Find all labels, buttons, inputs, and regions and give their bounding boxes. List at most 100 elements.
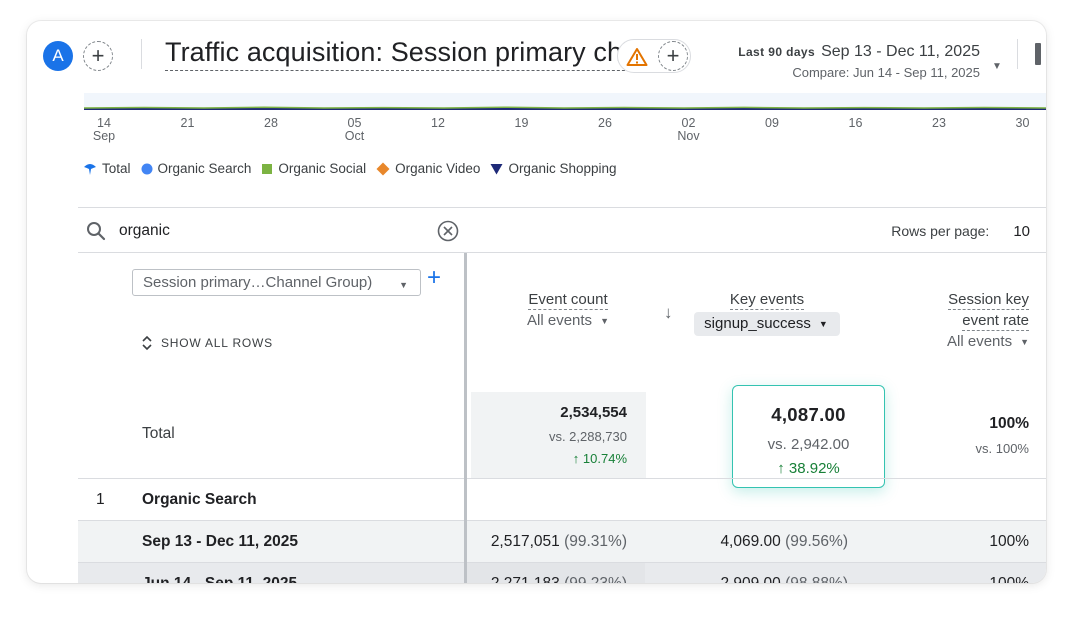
tick-day: 28	[264, 116, 278, 130]
row-key-events: 4,069.00 (99.56%)	[698, 533, 848, 551]
event-count-value: 2,517,051	[490, 533, 560, 550]
triangle-marker-icon	[490, 163, 503, 174]
table-row[interactable]: 1 Organic Search	[78, 479, 1046, 521]
key-event-select-value: signup_success	[704, 315, 811, 332]
date-dropdown-caret-icon[interactable]: ▼	[992, 61, 1002, 72]
dimension-select[interactable]: Session primary…Channel Group) ▼	[132, 269, 421, 296]
legend-item-organic-shopping[interactable]: Organic Shopping	[490, 161, 617, 176]
column-title[interactable]: Event count	[528, 291, 608, 310]
table-top-border	[78, 207, 1046, 208]
total-rate: 100%	[989, 415, 1029, 432]
legend-item-total[interactable]: Total	[83, 161, 131, 176]
column-header-event-count[interactable]: Event count All events ▼	[508, 291, 628, 329]
key-events-value: 2,909.00	[720, 575, 780, 583]
key-events-value: 4,069.00	[720, 533, 781, 550]
total-event-count-change: ↑ 10.74%	[572, 451, 627, 466]
row-key-events: 2,909.00 (98.88%)	[698, 575, 848, 583]
date-range-picker[interactable]: Last 90 days Sep 13 - Dec 11, 2025 Compar…	[738, 43, 980, 80]
page-title[interactable]: Traffic acquisition: Session primary ch.…	[165, 37, 645, 71]
tick-day: 12	[431, 116, 445, 130]
event-count-cell-shade	[467, 563, 645, 583]
table-row[interactable]: Sep 13 - Dec 11, 2025 2,517,051 (99.31%)…	[78, 521, 1046, 563]
column-title-line1[interactable]: Session key	[948, 291, 1029, 310]
event-count-pct: (99.31%)	[564, 533, 627, 550]
legend-item-organic-search[interactable]: Organic Search	[141, 161, 251, 176]
key-event-select[interactable]: signup_success ▼	[694, 312, 840, 336]
total-key-events-change: ↑ 38.92%	[777, 460, 840, 477]
x-axis-tick: 21	[168, 117, 208, 130]
report-header: A + Traffic acquisition: Session primary…	[27, 21, 1046, 93]
key-events-total-highlight: 4,087.00 vs. 2,942.00 ↑ 38.92%	[732, 385, 885, 488]
table-row[interactable]: Jun 14 - Sep 11, 2025 2,271,183 (99.23%)…	[78, 563, 1046, 583]
header-divider	[141, 39, 142, 69]
tick-day: 23	[932, 116, 946, 130]
x-axis-tick: 28	[251, 117, 291, 130]
series-line-organic-social	[84, 106, 1046, 109]
metric-filter-select[interactable]: All events ▼	[947, 333, 1029, 350]
row-event-count: 2,517,051 (99.31%)	[467, 533, 627, 551]
legend-item-organic-social[interactable]: Organic Social	[261, 161, 366, 176]
compare-range: Compare: Jun 14 - Sep 11, 2025	[792, 65, 980, 80]
table-search-bar: organic Rows per page: 10	[78, 208, 1046, 253]
metric-filter-select[interactable]: All events ▼	[508, 312, 628, 329]
total-key-events-compare: vs. 2,942.00	[767, 436, 850, 453]
x-axis-tick: 05 Oct	[335, 117, 375, 143]
row-dimension-value[interactable]: Organic Search	[142, 491, 257, 508]
tick-day: 21	[180, 116, 195, 130]
add-dimension-button[interactable]: +	[427, 264, 442, 291]
chevron-down-icon: ▼	[600, 316, 609, 327]
clear-search-icon[interactable]	[437, 220, 459, 242]
column-header-key-events[interactable]: Key events signup_success ▼	[682, 291, 852, 336]
x-axis-tick: 12	[418, 117, 458, 130]
show-all-rows-button[interactable]: SHOW ALL ROWS	[142, 335, 273, 351]
key-events-pct: (99.56%)	[785, 533, 848, 550]
tick-day: 09	[765, 116, 779, 130]
search-icon[interactable]	[86, 221, 106, 241]
row-event-count: 2,271,183 (99.23%)	[467, 575, 627, 583]
x-axis-tick: 14 Sep	[84, 117, 124, 143]
tick-day: 30	[1015, 116, 1030, 130]
tick-month: Nov	[677, 129, 700, 143]
total-rate-compare: vs. 100%	[975, 441, 1029, 456]
row-rate: 100%	[989, 533, 1029, 550]
rows-per-page-value[interactable]: 10	[1013, 223, 1030, 240]
dimension-select-value: Session primary…Channel Group)	[143, 274, 373, 291]
avatar[interactable]: A	[43, 41, 73, 71]
event-count-value: 2,271,183	[491, 575, 560, 583]
rows-per-page-label: Rows per page:	[891, 223, 990, 239]
tick-day: 26	[598, 116, 612, 130]
column-title[interactable]: Key events	[729, 291, 805, 310]
legend-label: Organic Social	[278, 161, 367, 176]
rows-per-page[interactable]: Rows per page: 10	[891, 223, 1030, 240]
row-divider	[78, 478, 1046, 479]
add-comparison-icon[interactable]: +	[83, 41, 113, 71]
row-divider	[78, 562, 1046, 563]
column-header-session-key-event-rate[interactable]: Session key event rate All events ▼	[947, 291, 1029, 350]
warning-pill[interactable]: +	[617, 39, 691, 73]
tick-day: 02	[681, 116, 696, 130]
x-axis-tick: 23	[919, 117, 959, 130]
metric-filter-value: All events	[527, 312, 593, 329]
square-marker-icon	[262, 163, 273, 174]
column-title-line2[interactable]: event rate	[962, 312, 1029, 331]
tick-day: 05	[347, 116, 362, 130]
legend-label: Organic Shopping	[508, 161, 617, 176]
row-date-range: Sep 13 - Dec 11, 2025	[142, 533, 298, 550]
search-input[interactable]: organic	[119, 222, 170, 239]
toolbar-icon-partial[interactable]	[1035, 43, 1041, 65]
total-row-label: Total	[142, 425, 175, 442]
tick-month: Sep	[92, 129, 116, 143]
add-filter-icon[interactable]: +	[658, 41, 688, 71]
legend-item-organic-video[interactable]: Organic Video	[376, 161, 480, 176]
x-axis-tick: 02 Nov	[669, 117, 709, 143]
total-event-count-compare: vs. 2,288,730	[548, 429, 627, 444]
date-range-value: Sep 13 - Dec 11, 2025	[821, 43, 980, 60]
circle-marker-icon	[141, 163, 153, 174]
report-card: A + Traffic acquisition: Session primary…	[27, 21, 1046, 583]
chevron-down-icon: ▼	[399, 280, 408, 290]
sort-descending-icon[interactable]: ↓	[664, 303, 673, 322]
legend-label: Total	[102, 161, 131, 176]
warning-icon	[626, 48, 648, 66]
row-date-range: Jun 14 - Sep 11, 2025	[142, 575, 297, 583]
metric-filter-value: All events	[947, 333, 1013, 350]
